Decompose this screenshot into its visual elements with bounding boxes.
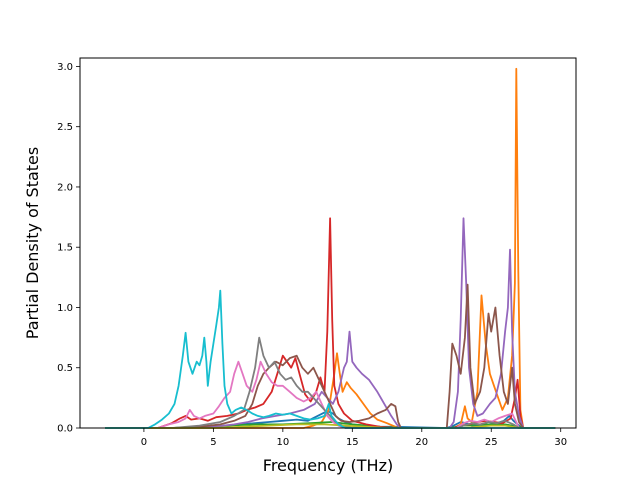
x-tick-label: 25	[485, 437, 498, 448]
y-tick-label: 1.5	[57, 243, 73, 254]
axes-frame	[79, 57, 577, 429]
x-axis-label: Frequency (THz)	[263, 456, 393, 475]
series-line-5	[105, 217, 556, 429]
y-tick-label: 2.5	[57, 122, 73, 133]
y-tick-label: 0.0	[57, 424, 73, 435]
series-layer	[105, 67, 556, 429]
series-line-9	[105, 423, 556, 429]
x-tick-label: 30	[554, 437, 567, 448]
y-axis-label: Partial Density of States	[23, 147, 42, 339]
x-tick-label: 0	[141, 437, 147, 448]
y-tick-label: 2.0	[57, 182, 73, 193]
x-tick-label: 20	[415, 437, 428, 448]
x-tick-label: 5	[210, 437, 216, 448]
series-line-7	[105, 360, 556, 429]
series-line-8	[105, 336, 556, 429]
series-line-10	[105, 289, 556, 429]
y-tick-label: 0.5	[57, 363, 73, 374]
x-tick-label: 10	[276, 437, 289, 448]
series-line-6	[105, 283, 556, 429]
y-tick-label: 3.0	[57, 62, 73, 73]
y-ticks: 0.0 0.5 1.0 1.5 2.0 2.5 3.0	[57, 62, 80, 435]
x-ticks: 0 5 10 15 20 25 30	[141, 428, 567, 448]
x-tick-label: 15	[346, 437, 359, 448]
y-tick-label: 1.0	[57, 303, 73, 314]
